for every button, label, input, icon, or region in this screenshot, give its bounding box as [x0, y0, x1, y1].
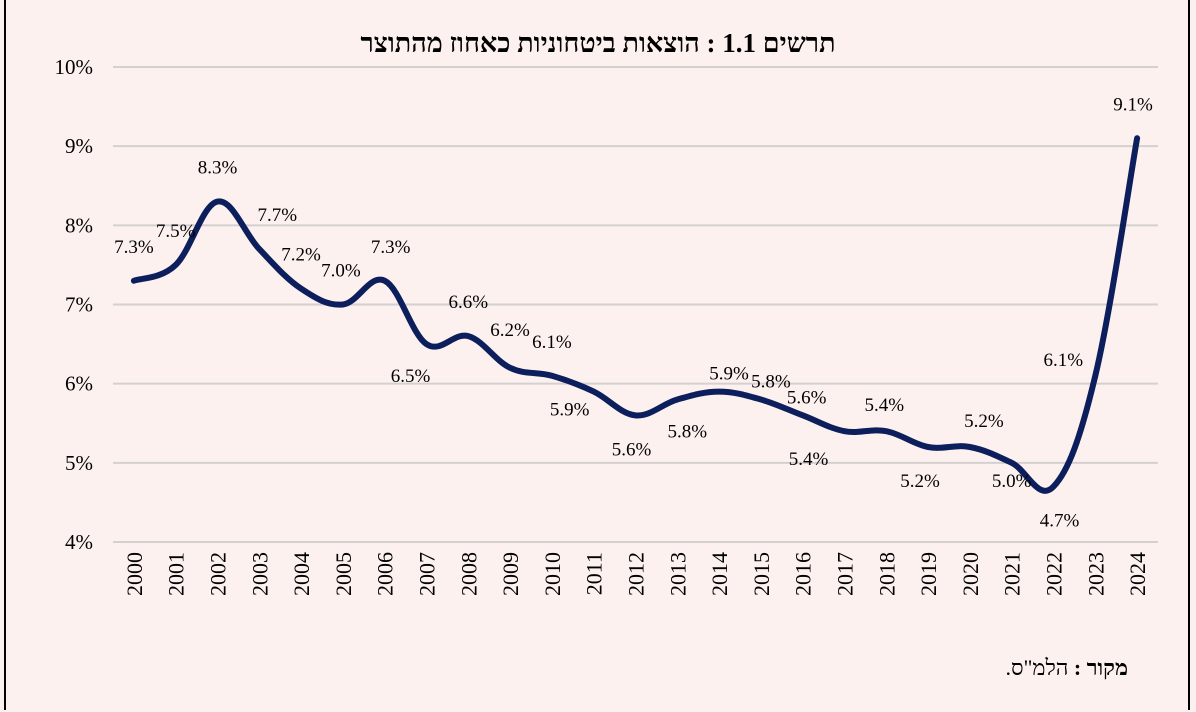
data-label: 7.3% — [114, 237, 154, 258]
data-label: 7.5% — [156, 221, 196, 242]
x-tick-label: 2011 — [582, 552, 607, 595]
data-label: 4.7% — [1040, 511, 1080, 532]
y-axis-ticks: 4% 5% 6% 7% 8% 9% 10% — [55, 55, 94, 554]
x-tick-label: 2007 — [415, 552, 440, 596]
chart-frame — [4, 0, 1190, 710]
data-label: 5.6% — [612, 439, 652, 460]
data-label: 5.9% — [550, 400, 590, 421]
y-tick-label: 9% — [65, 134, 93, 158]
x-tick-label: 2013 — [665, 552, 690, 596]
series-line — [130, 135, 1141, 494]
data-label: 6.5% — [391, 366, 431, 387]
y-tick-label: 4% — [65, 530, 93, 554]
x-tick-label: 2016 — [791, 552, 816, 596]
data-label: 6.1% — [532, 332, 572, 353]
source-note: מקור : הלמ"ס. — [1005, 655, 1128, 680]
x-tick-label: 2009 — [498, 552, 523, 596]
data-label: 5.4% — [789, 449, 829, 470]
data-label: 5.0% — [992, 471, 1032, 492]
data-label: 7.7% — [258, 205, 298, 226]
data-label: 5.2% — [964, 411, 1004, 432]
data-label: 5.2% — [900, 471, 940, 492]
data-label: 8.3% — [198, 158, 238, 179]
data-label: 9.1% — [1113, 94, 1153, 115]
data-label: 5.6% — [787, 387, 827, 408]
y-tick-label: 10% — [55, 55, 94, 79]
y-tick-label: 8% — [65, 213, 93, 237]
y-tick-label: 5% — [65, 451, 93, 475]
x-tick-label: 2008 — [456, 552, 481, 596]
x-tick-label: 2021 — [1000, 552, 1025, 596]
gridlines — [113, 66, 1158, 543]
x-tick-label: 2023 — [1083, 552, 1108, 596]
x-tick-label: 2001 — [164, 552, 189, 596]
x-tick-label: 2024 — [1125, 552, 1150, 596]
series-line-group — [130, 135, 1141, 494]
data-label: 6.6% — [449, 292, 489, 313]
x-tick-label: 2000 — [122, 552, 147, 596]
x-tick-label: 2020 — [958, 552, 983, 596]
y-tick-label: 6% — [65, 372, 93, 396]
data-label: 6.2% — [490, 320, 530, 341]
x-tick-label: 2006 — [373, 552, 398, 596]
x-tick-label: 2003 — [247, 552, 272, 596]
x-axis-ticks: 2000 2001 2002 2003 2004 2005 2006 2007 2008 2009… — [122, 552, 1150, 596]
data-label: 7.3% — [371, 237, 411, 258]
data-label: 5.4% — [865, 395, 905, 416]
x-tick-label: 2019 — [916, 552, 941, 596]
x-tick-label: 2022 — [1042, 552, 1067, 596]
y-tick-label: 7% — [65, 293, 93, 317]
data-label: 6.1% — [1044, 350, 1084, 371]
data-label: 7.2% — [281, 245, 321, 266]
x-tick-label: 2002 — [206, 552, 231, 596]
x-tick-label: 2005 — [331, 552, 356, 596]
x-tick-label: 2004 — [289, 552, 314, 596]
x-tick-label: 2017 — [833, 552, 858, 596]
data-label: 5.8% — [751, 372, 791, 393]
x-tick-label: 2010 — [540, 552, 565, 596]
x-tick-label: 2015 — [749, 552, 774, 596]
source-label: מקור — [1086, 655, 1128, 680]
x-tick-label: 2018 — [874, 552, 899, 596]
x-tick-label: 2012 — [624, 552, 649, 596]
data-label: 7.0% — [321, 261, 361, 282]
x-tick-label: 2014 — [707, 552, 732, 596]
source-text: הלמ"ס. — [1005, 655, 1069, 680]
data-label: 5.8% — [668, 422, 708, 443]
data-labels: 7.3%7.5%8.3%7.7%7.2%7.0%7.3%6.5%6.6%6.2%… — [114, 94, 1153, 531]
chart-title: תרשים 1.1 : הוצאות ביטחוניות כאחוז מהתוצ… — [360, 28, 836, 58]
data-label: 5.9% — [709, 364, 749, 385]
